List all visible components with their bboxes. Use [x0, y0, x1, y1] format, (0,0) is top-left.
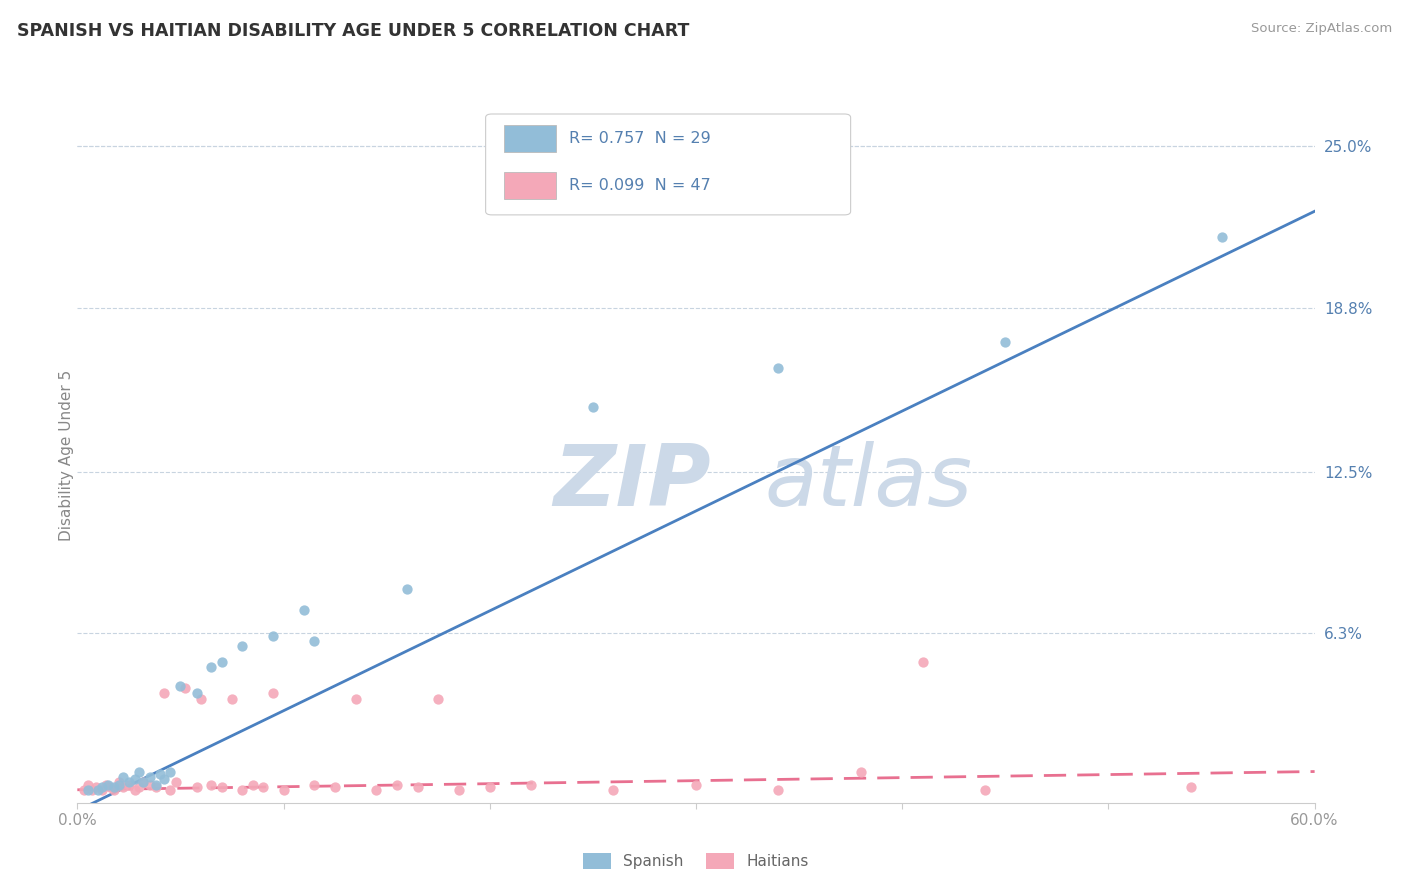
Point: [124, 772, 146, 787]
Point: [231, 640, 253, 654]
Text: atlas: atlas: [763, 442, 972, 524]
Point: [186, 686, 208, 700]
Y-axis label: Disability Age Under 5: Disability Age Under 5: [59, 369, 73, 541]
Point: [76, 782, 98, 797]
Point: [344, 691, 367, 706]
Point: [159, 764, 181, 779]
Point: [1211, 230, 1233, 244]
Point: [1180, 780, 1202, 794]
Point: [211, 780, 233, 794]
FancyBboxPatch shape: [505, 172, 557, 199]
Text: SPANISH VS HAITIAN DISABILITY AGE UNDER 5 CORRELATION CHART: SPANISH VS HAITIAN DISABILITY AGE UNDER …: [17, 22, 689, 40]
Point: [911, 655, 934, 669]
Point: [173, 681, 195, 695]
FancyBboxPatch shape: [505, 125, 557, 152]
Point: [768, 360, 790, 375]
Point: [111, 780, 134, 794]
Point: [211, 655, 233, 669]
Point: [124, 782, 146, 797]
Legend: Spanish, Haitians: Spanish, Haitians: [578, 847, 814, 875]
Point: [107, 775, 129, 789]
Point: [396, 582, 419, 596]
Point: [87, 782, 110, 797]
Point: [231, 782, 253, 797]
Point: [447, 782, 470, 797]
Point: [200, 660, 222, 674]
Point: [103, 782, 125, 797]
Point: [252, 780, 274, 794]
Point: [103, 780, 125, 794]
Point: [385, 778, 408, 792]
Point: [242, 778, 264, 792]
Point: [153, 772, 176, 787]
Point: [262, 629, 284, 643]
Text: Source: ZipAtlas.com: Source: ZipAtlas.com: [1251, 22, 1392, 36]
Point: [304, 634, 326, 648]
Point: [98, 780, 121, 794]
Point: [849, 764, 872, 779]
Point: [200, 778, 222, 792]
Point: [366, 782, 388, 797]
Point: [91, 780, 114, 794]
Text: R= 0.099  N = 47: R= 0.099 N = 47: [568, 178, 710, 194]
Point: [118, 775, 141, 789]
Text: ZIP: ZIP: [554, 442, 711, 524]
Point: [165, 775, 187, 789]
Point: [149, 767, 172, 781]
Point: [582, 400, 605, 414]
Point: [84, 780, 107, 794]
Point: [169, 679, 191, 693]
Point: [685, 778, 707, 792]
Point: [96, 778, 118, 792]
Point: [97, 778, 120, 792]
Point: [138, 778, 160, 792]
Point: [323, 780, 346, 794]
Point: [132, 775, 155, 789]
Point: [221, 691, 243, 706]
Point: [111, 770, 134, 784]
Point: [478, 780, 501, 794]
Point: [153, 686, 176, 700]
Point: [91, 782, 114, 797]
Point: [994, 334, 1017, 349]
Point: [273, 782, 295, 797]
Point: [72, 782, 94, 797]
Point: [427, 691, 450, 706]
Point: [132, 775, 155, 789]
Point: [973, 782, 995, 797]
Point: [520, 778, 543, 792]
Point: [128, 780, 150, 794]
Point: [292, 603, 315, 617]
Point: [159, 782, 181, 797]
Point: [190, 691, 212, 706]
Point: [118, 778, 141, 792]
Point: [406, 780, 429, 794]
Point: [80, 782, 103, 797]
Point: [107, 778, 129, 792]
Point: [145, 780, 167, 794]
Point: [262, 686, 284, 700]
Point: [602, 782, 624, 797]
FancyBboxPatch shape: [485, 114, 851, 215]
Text: R= 0.757  N = 29: R= 0.757 N = 29: [568, 131, 710, 146]
Point: [304, 778, 326, 792]
Point: [138, 770, 160, 784]
Point: [768, 782, 790, 797]
Point: [128, 764, 150, 779]
Point: [145, 778, 167, 792]
Point: [76, 778, 98, 792]
Point: [186, 780, 208, 794]
